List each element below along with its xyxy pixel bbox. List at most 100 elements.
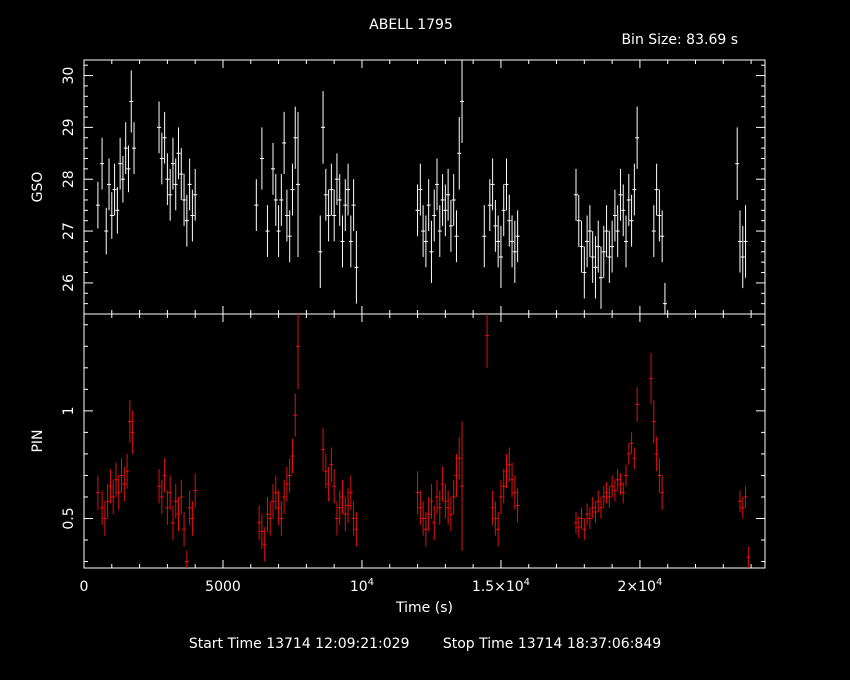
data-point bbox=[604, 205, 609, 257]
data-point bbox=[130, 410, 135, 454]
data-point bbox=[279, 174, 284, 226]
data-point bbox=[157, 101, 162, 154]
x-axis-label: Time (s) bbox=[395, 600, 453, 616]
data-point bbox=[170, 137, 175, 190]
data-point bbox=[485, 314, 490, 368]
data-point bbox=[496, 512, 501, 547]
data-point bbox=[100, 137, 105, 190]
data-point bbox=[435, 479, 440, 515]
data-point bbox=[296, 111, 301, 257]
data-point bbox=[421, 205, 426, 257]
data-point bbox=[179, 479, 184, 515]
data-point bbox=[351, 179, 356, 232]
data-point bbox=[435, 158, 440, 211]
series-points bbox=[95, 60, 748, 314]
data-point bbox=[100, 490, 105, 525]
x-tick-label: 5000 bbox=[205, 579, 241, 595]
data-point bbox=[496, 215, 501, 268]
data-point bbox=[440, 466, 445, 502]
x-tick-label: 2×104 bbox=[618, 577, 663, 595]
data-point bbox=[457, 436, 462, 480]
data-point bbox=[632, 163, 637, 216]
data-point bbox=[501, 184, 506, 237]
data-point bbox=[437, 205, 442, 257]
data-point bbox=[287, 458, 292, 493]
data-point bbox=[323, 453, 328, 489]
data-point bbox=[601, 225, 606, 278]
data-point bbox=[576, 516, 581, 538]
data-point bbox=[657, 458, 662, 493]
data-point bbox=[276, 205, 281, 257]
data-point bbox=[512, 475, 517, 510]
chart-title: ABELL 1795 bbox=[369, 17, 453, 33]
data-point bbox=[184, 194, 189, 247]
data-point bbox=[599, 496, 604, 519]
series-points bbox=[95, 314, 751, 568]
data-point bbox=[429, 220, 434, 283]
data-point bbox=[493, 501, 498, 536]
data-point bbox=[590, 496, 595, 519]
data-point bbox=[287, 210, 292, 263]
data-point bbox=[348, 475, 353, 510]
data-point bbox=[512, 220, 517, 283]
data-point bbox=[610, 220, 615, 273]
data-point bbox=[740, 496, 745, 519]
data-point bbox=[323, 168, 328, 221]
data-point bbox=[423, 512, 428, 547]
data-point bbox=[660, 210, 665, 263]
chart-panels: 26 27 28 29 30 GSO 0.5 1 PIN 0 5000 104 1.5×104 2×104… bbox=[30, 60, 765, 616]
data-point bbox=[346, 163, 351, 216]
data-point bbox=[132, 122, 137, 175]
data-point bbox=[113, 462, 118, 497]
data-point bbox=[187, 158, 192, 211]
data-point bbox=[573, 168, 578, 221]
data-point bbox=[418, 163, 423, 216]
y-tick-label: 28 bbox=[61, 170, 77, 188]
x-tick-label: 0 bbox=[80, 579, 89, 595]
start-time-label: Start Time 13714 12:09:21:029 bbox=[188, 636, 410, 652]
data-point bbox=[587, 205, 592, 257]
data-point bbox=[651, 400, 656, 444]
data-point bbox=[660, 475, 665, 510]
plot-frame bbox=[83, 59, 766, 569]
data-point bbox=[118, 137, 123, 190]
data-point bbox=[95, 475, 100, 510]
data-point bbox=[254, 179, 259, 232]
data-point bbox=[190, 501, 195, 536]
data-point bbox=[579, 220, 584, 273]
data-point bbox=[576, 194, 581, 247]
data-point bbox=[740, 225, 745, 289]
data-point bbox=[332, 468, 337, 504]
data-point bbox=[621, 184, 626, 237]
data-point bbox=[662, 282, 667, 314]
data-point bbox=[187, 490, 192, 525]
data-point bbox=[432, 505, 437, 541]
data-point bbox=[95, 181, 100, 229]
data-point bbox=[501, 468, 506, 504]
data-point bbox=[649, 352, 654, 405]
data-point bbox=[115, 187, 120, 234]
panel-bottom: 0.5 1 PIN 0 5000 104 1.5×104 2×104 Time (s) bbox=[30, 314, 765, 616]
data-point bbox=[284, 189, 289, 242]
data-point bbox=[179, 148, 184, 200]
data-point bbox=[321, 428, 326, 472]
x-tick-label: 104 bbox=[350, 577, 374, 595]
data-point bbox=[268, 501, 273, 536]
data-point bbox=[635, 387, 640, 422]
data-point bbox=[457, 117, 462, 190]
data-point bbox=[282, 479, 287, 515]
data-point bbox=[259, 514, 264, 549]
data-point bbox=[657, 189, 662, 242]
data-point bbox=[107, 158, 112, 211]
data-point bbox=[168, 475, 173, 510]
data-point bbox=[629, 194, 634, 247]
data-point bbox=[654, 163, 659, 216]
data-point bbox=[737, 210, 742, 273]
data-point bbox=[157, 468, 162, 504]
y-tick-label: 0.5 bbox=[61, 507, 77, 529]
data-point bbox=[159, 132, 164, 185]
data-point bbox=[257, 505, 262, 541]
data-point bbox=[743, 486, 748, 508]
data-point bbox=[262, 527, 267, 562]
